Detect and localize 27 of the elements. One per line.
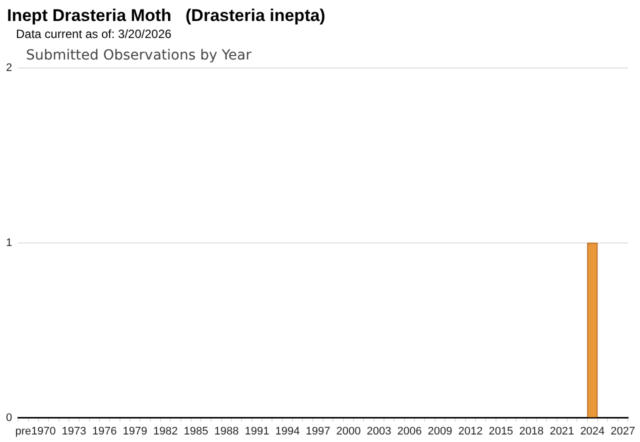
x-tick-label: 2015 (488, 425, 514, 438)
x-tick-label: 2009 (428, 425, 452, 438)
x-tick-label: 2024 (580, 425, 605, 438)
x-tick-label: pre (15, 425, 32, 438)
x-tick-label: 1988 (214, 425, 239, 438)
x-tick-label: 1991 (244, 425, 270, 438)
x-tick-label: 2012 (458, 425, 483, 438)
x-tick-label: 1997 (306, 425, 330, 438)
x-tick-label: 2003 (366, 425, 392, 438)
x-tick-label: 1994 (275, 425, 300, 438)
y-tick-label: 2 (6, 62, 12, 74)
x-tick-label: 2000 (336, 425, 361, 438)
x-tick-label: 1973 (62, 425, 86, 438)
x-tick-label: 1979 (122, 425, 148, 438)
chart-title: Inept Drasteria Moth (Drasteria inepta) (6, 5, 326, 26)
x-tick-label: 2018 (519, 425, 544, 438)
y-tick-label: 0 (6, 412, 12, 424)
text: Submitted Observations by Year (26, 48, 252, 64)
x-tick-label: 2027 (610, 425, 636, 438)
x-tick-label: 2006 (397, 425, 422, 438)
x-tick-label: 1985 (184, 425, 208, 438)
x-tick-label: 2021 (550, 425, 574, 438)
x-tick-label: 1970 (31, 425, 56, 438)
x-tick-label: 1976 (92, 425, 117, 438)
y-tick-label: 1 (6, 236, 12, 249)
chart-subtitle: Data current as of: 3/20/2026 (15, 26, 172, 41)
x-tick-label: 1982 (153, 425, 178, 438)
